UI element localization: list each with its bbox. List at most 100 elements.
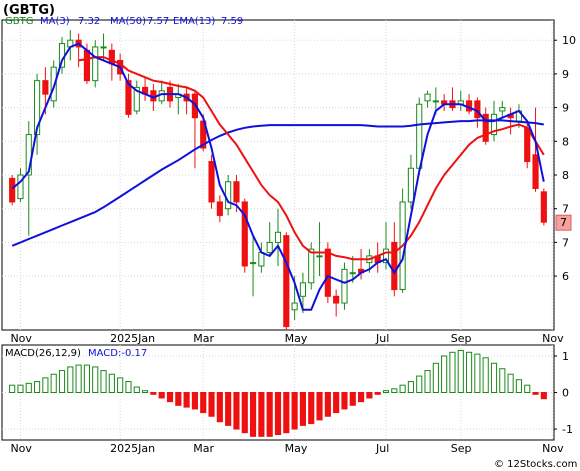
x-tick-label: Sep — [451, 332, 472, 345]
x-tick-label: Mar — [193, 332, 214, 345]
candle-up — [274, 231, 282, 243]
price-y-tick-label: 7 — [562, 236, 569, 249]
macd-bar-positive — [466, 351, 473, 393]
candle-up — [308, 248, 315, 284]
macd-bar-positive — [441, 355, 448, 394]
macd-bar-positive — [133, 386, 140, 393]
candle-down — [283, 235, 290, 328]
legend-ma50-label: MA(50) — [110, 16, 146, 27]
last-price-box — [555, 214, 572, 231]
legend-ma3-value: 7.32 — [78, 16, 100, 27]
macd-bar-positive — [58, 370, 66, 394]
macd-bar-negative — [166, 392, 174, 403]
macd-bar-negative — [358, 392, 365, 403]
ma50-line — [11, 119, 544, 247]
candle-up — [258, 252, 265, 267]
candle-up — [291, 302, 298, 311]
macd-bar-negative — [374, 392, 381, 395]
macd-bar-positive — [34, 381, 41, 393]
candle-up — [382, 248, 390, 264]
x-tick-label: Nov — [10, 332, 32, 345]
candle-up — [341, 268, 348, 304]
macd-bar-negative — [324, 392, 331, 417]
macd-bar-positive — [499, 368, 506, 393]
price-grid — [2, 20, 554, 330]
macd-bar-negative — [208, 392, 215, 417]
macd-bar-negative — [274, 392, 282, 436]
macd-x-tick-label: Nov — [10, 442, 32, 455]
candle-up — [50, 66, 57, 102]
macd-x-tick-label: Nov — [542, 442, 564, 455]
macd-bar-positive — [382, 390, 390, 393]
candle-up — [92, 46, 99, 82]
macd-bar-negative — [333, 392, 340, 414]
candle-down — [83, 49, 90, 82]
price-y-tick-label: 9 — [562, 68, 569, 81]
legend-ma3-label: MA(3) — [40, 16, 70, 27]
macd-bar-positive — [482, 357, 489, 393]
last-price-label: 7 — [560, 216, 567, 229]
x-tick-label: Jul — [375, 332, 389, 345]
x-tick-label: May — [285, 332, 308, 345]
candle-up — [100, 46, 107, 49]
macd-bar-negative — [266, 392, 273, 437]
macd-label: MACD(26,12,9) — [5, 348, 81, 359]
macd-bar-positive — [92, 366, 99, 393]
macd-bar-positive — [17, 384, 24, 394]
price-y-tick-label: 6 — [562, 270, 569, 283]
macd-y-tick-label: -1 — [562, 423, 573, 436]
macd-bar-positive — [25, 382, 32, 394]
candle-down — [216, 201, 223, 216]
macd-bar-negative — [183, 392, 190, 408]
candle-up — [299, 282, 306, 297]
price-lines — [11, 42, 545, 311]
macd-bar-negative — [532, 392, 539, 395]
legend-symbol: GBTG — [5, 16, 33, 27]
price-legend: GBTG MA(3) 7.32 MA(50) 7.57 EMA(13) 7.59 — [5, 16, 243, 27]
macd-bar-negative — [216, 392, 223, 423]
macd-bar-positive — [391, 388, 398, 394]
copyright: © 12Stocks.com — [494, 459, 577, 470]
macd-bar-positive — [416, 375, 423, 393]
macd-x-tick-label: Mar — [193, 442, 214, 455]
x-axis: Nov 2025Jan Mar May Jul Sep Nov — [10, 332, 564, 345]
price-y-tick-label: 8 — [562, 135, 569, 148]
ema13-line — [78, 56, 545, 261]
macd-x-tick-label: 2025Jan — [110, 442, 155, 455]
candle-up — [349, 272, 356, 275]
macd-bar-positive — [42, 377, 49, 393]
price-y-tick-label: 7 — [562, 203, 569, 216]
macd-x-axis: Nov 2025Jan Mar May Jul Sep Nov — [10, 442, 564, 455]
candle-down — [233, 181, 240, 203]
macd-bar-positive — [9, 384, 16, 394]
macd-bar-negative — [233, 392, 240, 430]
macd-bar-positive — [424, 370, 431, 394]
macd-bar-positive — [407, 381, 414, 393]
macd-x-tick-label: Sep — [451, 442, 472, 455]
macd-bar-negative — [308, 392, 315, 425]
ma3-line — [11, 42, 545, 311]
candle-down — [391, 241, 398, 291]
macd-bar-negative — [200, 392, 207, 414]
x-tick-label: 2025Jan — [110, 332, 155, 345]
price-y-tick-label: 10 — [562, 34, 576, 47]
candle-down — [540, 191, 547, 223]
macd-bar-negative — [291, 392, 298, 430]
candle-up — [266, 241, 273, 254]
macd-bar-positive — [524, 384, 531, 394]
macd-bar-positive — [108, 373, 115, 394]
candle-up — [225, 181, 232, 210]
macd-bar-positive — [490, 362, 498, 393]
macd-bar-negative — [283, 392, 290, 434]
x-tick-label: Nov — [542, 332, 564, 345]
macd-bar-positive — [449, 351, 456, 393]
macd-value-label: MACD:-0.17 — [88, 348, 147, 359]
last-price-badge: 7 — [555, 214, 572, 231]
candle-down — [208, 161, 215, 203]
candle-down — [125, 80, 132, 115]
macd-bar-positive — [50, 373, 57, 394]
macd-bar-negative — [158, 392, 165, 399]
macd-x-tick-label: May — [285, 442, 308, 455]
price-candles — [9, 30, 547, 330]
candle-up — [432, 100, 439, 103]
